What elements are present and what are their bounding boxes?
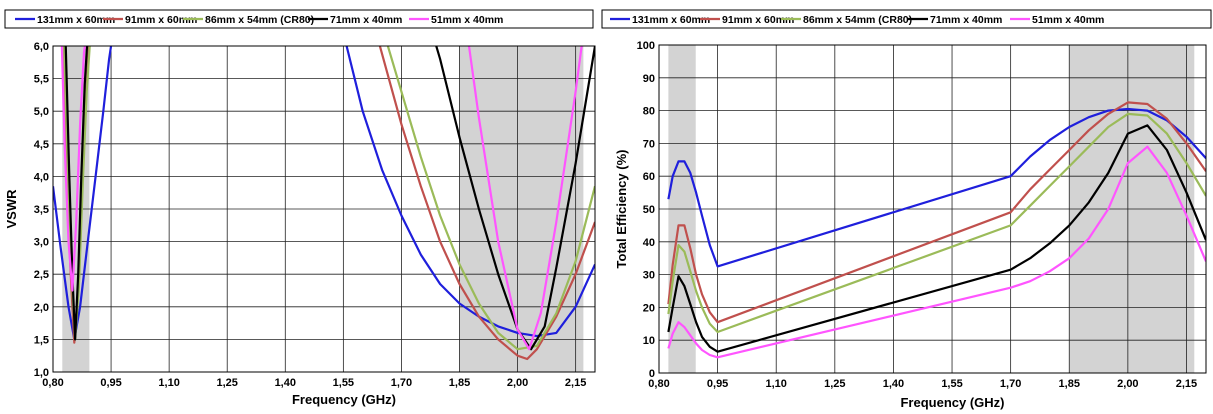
x-tick-label: 0,80 xyxy=(648,378,669,390)
legend xyxy=(4,9,594,29)
x-tick-label: 1,40 xyxy=(883,378,904,390)
y-tick-label: 10 xyxy=(643,335,655,347)
series-line-71mm-x-40mm xyxy=(667,124,1206,353)
y-tick-label: 50 xyxy=(643,204,655,216)
x-tick-label: 1,70 xyxy=(391,377,412,389)
y-tick-label: 0 xyxy=(649,368,655,380)
x-tick-label: 0,80 xyxy=(42,377,63,389)
y-tick-label: 5,0 xyxy=(34,106,49,118)
legend xyxy=(601,9,1212,29)
y-tick-label: 6,0 xyxy=(34,41,49,53)
y-tick-label: 80 xyxy=(643,106,655,118)
plot-border xyxy=(658,44,1207,374)
legend-label-131mm-x-60mm: 131mm x 60mm xyxy=(632,14,710,26)
vswr-chart: 0,80 0,95 1,10 1,25 1,40 1,55 1,70 1,85 2,00 2,15… xyxy=(4,9,596,407)
y-tick-label: 1,0 xyxy=(34,367,49,379)
x-tick-label: 1,25 xyxy=(217,377,238,389)
legend-label-71mm-x-40mm: 71mm x 40mm xyxy=(930,14,1002,26)
x-tick-label: 1,55 xyxy=(333,377,354,389)
y-axis-title: VSWR xyxy=(4,189,19,229)
series-line-51mm-x-40mm xyxy=(667,145,1206,359)
y-tick-label: 3,5 xyxy=(34,204,49,216)
y-tick-label: 1,5 xyxy=(34,334,49,346)
y-tick-label: 90 xyxy=(643,73,655,85)
series-line-71mm-x-40mm xyxy=(64,46,595,351)
x-tick-label: 2,00 xyxy=(507,377,528,389)
y-tick-label: 4,0 xyxy=(34,171,49,183)
x-tick-label: 1,70 xyxy=(1000,378,1021,390)
y-tick-label: 3,0 xyxy=(34,237,49,249)
y-tick-label: 2,5 xyxy=(34,269,49,281)
x-tick-label: 1,25 xyxy=(824,378,845,390)
series-line-131mm-x-60mm xyxy=(667,107,1206,268)
x-tick-label: 2,15 xyxy=(1176,378,1197,390)
legend-label-91mm-x-60mm: 91mm x 60mm xyxy=(125,14,197,26)
y-axis-title: Total Efficiency (%) xyxy=(614,150,629,269)
x-tick-label: 1,40 xyxy=(275,377,296,389)
x-axis-title: Frequency (GHz) xyxy=(292,392,396,407)
x-axis-title: Frequency (GHz) xyxy=(900,395,1004,410)
y-tick-label: 20 xyxy=(643,302,655,314)
x-tick-label: 2,00 xyxy=(1117,378,1138,390)
y-tick-label: 30 xyxy=(643,270,655,282)
y-tick-label: 4,5 xyxy=(34,139,49,151)
legend-label-51mm-x-40mm: 51mm x 40mm xyxy=(1032,14,1104,26)
x-tick-label: 0,95 xyxy=(100,377,121,389)
x-tick-label: 1,55 xyxy=(941,378,962,390)
plot-border xyxy=(52,45,596,373)
legend-label-51mm-x-40mm: 51mm x 40mm xyxy=(431,14,503,26)
x-tick-label: 1,85 xyxy=(1059,378,1080,390)
y-tick-label: 40 xyxy=(643,237,655,249)
x-tick-label: 1,10 xyxy=(766,378,787,390)
efficiency-chart: 0,80 0,95 1,10 1,25 1,40 1,55 1,70 1,85 2,00 2,15… xyxy=(601,9,1212,410)
y-tick-label: 5,5 xyxy=(34,74,49,86)
series-line-91mm-x-60mm xyxy=(667,101,1206,324)
legend-label-86mm-x-54mm-cr80: 86mm x 54mm (CR80) xyxy=(205,14,314,26)
x-tick-label: 1,85 xyxy=(449,377,470,389)
legend-label-71mm-x-40mm: 71mm x 40mm xyxy=(330,14,402,26)
y-tick-label: 70 xyxy=(643,138,655,150)
legend-label-91mm-x-60mm: 91mm x 60mm xyxy=(722,14,794,26)
legend-label-131mm-x-60mm: 131mm x 60mm xyxy=(37,14,115,26)
y-tick-label: 100 xyxy=(637,40,655,52)
y-tick-label: 60 xyxy=(643,171,655,183)
x-tick-label: 0,95 xyxy=(707,378,728,390)
y-tick-label: 2,0 xyxy=(34,302,49,314)
legend-label-86mm-x-54mm-cr80: 86mm x 54mm (CR80) xyxy=(803,14,912,26)
x-tick-label: 1,10 xyxy=(158,377,179,389)
series-line-86mm-x-54mm-cr80 xyxy=(667,112,1206,334)
series-line-51mm-x-40mm xyxy=(60,46,583,351)
x-tick-label: 2,15 xyxy=(565,377,586,389)
